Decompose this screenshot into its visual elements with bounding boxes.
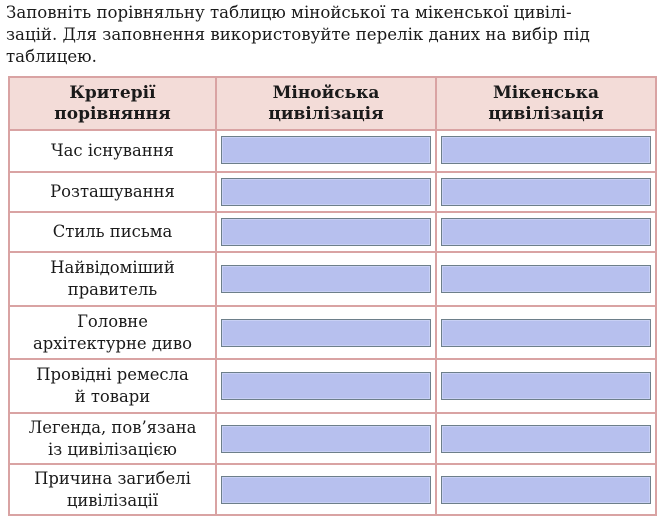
row-label: Причина загибелі цивілізації [10, 465, 215, 514]
row-label-line: Легенда, пов’язана [28, 417, 197, 437]
row-label: Провідні ремесла й товари [10, 360, 215, 412]
header-mycenaean: Мікенська цивілізація [435, 78, 655, 129]
table-header: Критерії порівняння Мінойська цивілізаці… [10, 78, 655, 131]
instructions-text: Заповніть порівняльну таблицю мінойської… [6, 2, 662, 68]
row-label-line: Найвідоміший [50, 258, 175, 277]
minoan-cell [215, 360, 435, 412]
row-label: Час існування [10, 131, 215, 171]
table-row: Стиль письма [10, 211, 655, 251]
row-label-line: Час існування [50, 141, 174, 160]
minoan-answer-field[interactable] [221, 218, 431, 246]
header-line: цивілізація [488, 103, 604, 124]
row-label-line: Причина загибелі [34, 468, 191, 488]
comparison-table: Критерії порівняння Мінойська цивілізаці… [8, 76, 657, 516]
minoan-answer-field[interactable] [221, 178, 431, 206]
mycenaean-cell [435, 253, 655, 305]
minoan-cell [215, 253, 435, 305]
row-label: Головне архітектурне диво [10, 307, 215, 358]
minoan-answer-field[interactable] [221, 476, 431, 504]
row-label-line: правитель [67, 280, 158, 299]
minoan-cell [215, 213, 435, 251]
row-label-line: Стиль письма [52, 222, 173, 241]
row-label-line: цивілізації [66, 490, 159, 510]
mycenaean-answer-field[interactable] [441, 476, 651, 504]
mycenaean-cell [435, 173, 655, 211]
table-row: Найвідоміший правитель [10, 251, 655, 305]
mycenaean-answer-field[interactable] [441, 218, 651, 246]
row-label: Розташування [10, 173, 215, 211]
minoan-answer-field[interactable] [221, 372, 431, 400]
row-label-line: Провідні ремесла [36, 365, 189, 384]
header-line: Мікенська [492, 82, 599, 103]
minoan-answer-field[interactable] [221, 265, 431, 293]
mycenaean-answer-field[interactable] [441, 372, 651, 400]
minoan-answer-field[interactable] [221, 319, 431, 347]
minoan-answer-field[interactable] [221, 136, 431, 164]
mycenaean-answer-field[interactable] [441, 136, 651, 164]
header-line: Критерії [69, 82, 156, 103]
row-label: Найвідоміший правитель [10, 253, 215, 305]
minoan-cell [215, 414, 435, 463]
mycenaean-answer-field[interactable] [441, 425, 651, 453]
table-row: Головне архітектурне диво [10, 305, 655, 358]
mycenaean-answer-field[interactable] [441, 178, 651, 206]
row-label: Стиль письма [10, 213, 215, 251]
mycenaean-answer-field[interactable] [441, 319, 651, 347]
table-row: Легенда, пов’язана із цивілізацією [10, 412, 655, 463]
table-row: Розташування [10, 171, 655, 211]
mycenaean-cell [435, 360, 655, 412]
header-minoan: Мінойська цивілізація [215, 78, 435, 129]
minoan-answer-field[interactable] [221, 425, 431, 453]
mycenaean-answer-field[interactable] [441, 265, 651, 293]
minoan-cell [215, 131, 435, 171]
header-line: цивілізація [268, 103, 384, 124]
instructions-line: Заповніть порівняльну таблицю мінойської… [6, 3, 572, 22]
instructions-line: зацій. Для заповнення використовуйте пер… [6, 25, 590, 44]
minoan-cell [215, 307, 435, 358]
table-row: Провідні ремесла й товари [10, 358, 655, 412]
row-label-line: архітектурне диво [33, 333, 192, 353]
mycenaean-cell [435, 414, 655, 463]
row-label-line: й товари [74, 387, 151, 406]
table-row: Причина загибелі цивілізації [10, 463, 655, 514]
row-label-line: із цивілізацією [48, 439, 177, 459]
minoan-cell [215, 465, 435, 514]
table-row: Час існування [10, 131, 655, 171]
row-label-line: Головне [77, 311, 148, 331]
mycenaean-cell [435, 213, 655, 251]
row-label: Легенда, пов’язана із цивілізацією [10, 414, 215, 463]
header-line: порівняння [54, 103, 171, 124]
mycenaean-cell [435, 465, 655, 514]
minoan-cell [215, 173, 435, 211]
header-line: Мінойська [272, 82, 380, 103]
row-label-line: Розташування [50, 182, 175, 201]
instructions-line: таблицею. [6, 47, 97, 66]
header-criteria: Критерії порівняння [10, 78, 215, 129]
mycenaean-cell [435, 131, 655, 171]
mycenaean-cell [435, 307, 655, 358]
